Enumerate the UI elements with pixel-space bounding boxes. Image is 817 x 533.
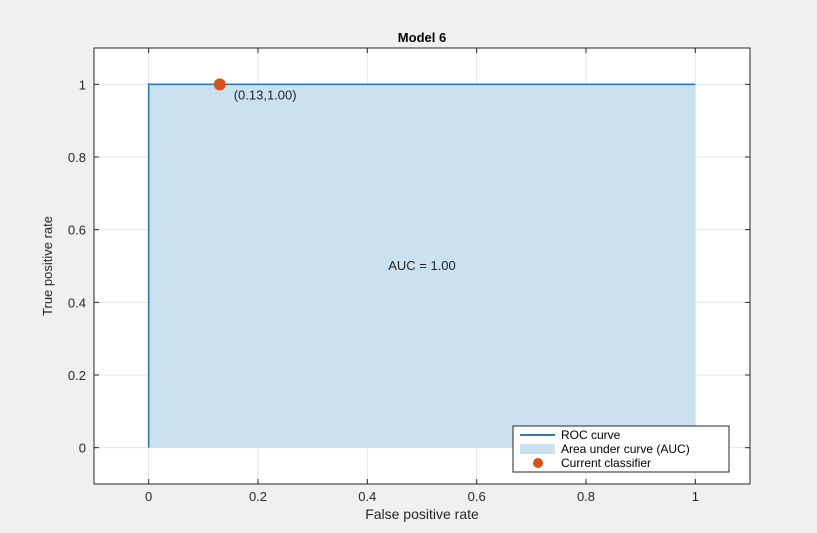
legend-area-swatch — [520, 444, 555, 454]
y-axis-ticks: 0 0.2 0.4 0.6 0.8 1 — [68, 77, 750, 456]
chart-title: Model 6 — [398, 30, 446, 45]
x-tick-label: 0.2 — [249, 489, 267, 504]
legend: ROC curve Area under curve (AUC) Current… — [512, 425, 730, 473]
legend-area-label: Area under curve (AUC) — [561, 442, 690, 456]
y-tick-label: 0.4 — [68, 295, 86, 310]
current-classifier-point — [213, 78, 226, 91]
legend-classifier-swatch — [533, 458, 543, 468]
x-axis-ticks: 0 0.2 0.4 0.6 0.8 1 — [145, 48, 699, 504]
x-axis-label: False positive rate — [365, 506, 479, 522]
y-tick-label: 0 — [79, 441, 86, 456]
auc-area — [148, 84, 696, 448]
y-tick-label: 0.8 — [68, 150, 86, 165]
x-tick-label: 0.6 — [468, 489, 486, 504]
plot-frame — [93, 47, 751, 485]
x-tick-label: 0.4 — [358, 489, 376, 504]
auc-label: AUC = 1.00 — [388, 258, 456, 273]
current-classifier-label: (0.13,1.00) — [234, 87, 297, 102]
x-tick-label: 0 — [145, 489, 152, 504]
roc-curve-line — [147, 83, 696, 448]
y-tick-label: 0.6 — [68, 223, 86, 238]
y-tick-label: 0.2 — [68, 368, 86, 383]
x-tick-label: 0.8 — [577, 489, 595, 504]
legend-classifier-label: Current classifier — [561, 456, 651, 470]
x-tick-label: 1 — [692, 489, 699, 504]
y-tick-label: 1 — [79, 77, 86, 92]
y-axis-label: True positive rate — [40, 216, 55, 316]
legend-roc-label: ROC curve — [561, 428, 621, 442]
